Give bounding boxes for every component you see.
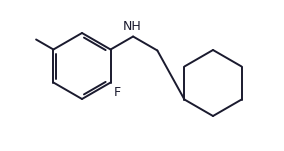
Text: NH: NH (123, 19, 141, 32)
Text: F: F (114, 85, 121, 98)
